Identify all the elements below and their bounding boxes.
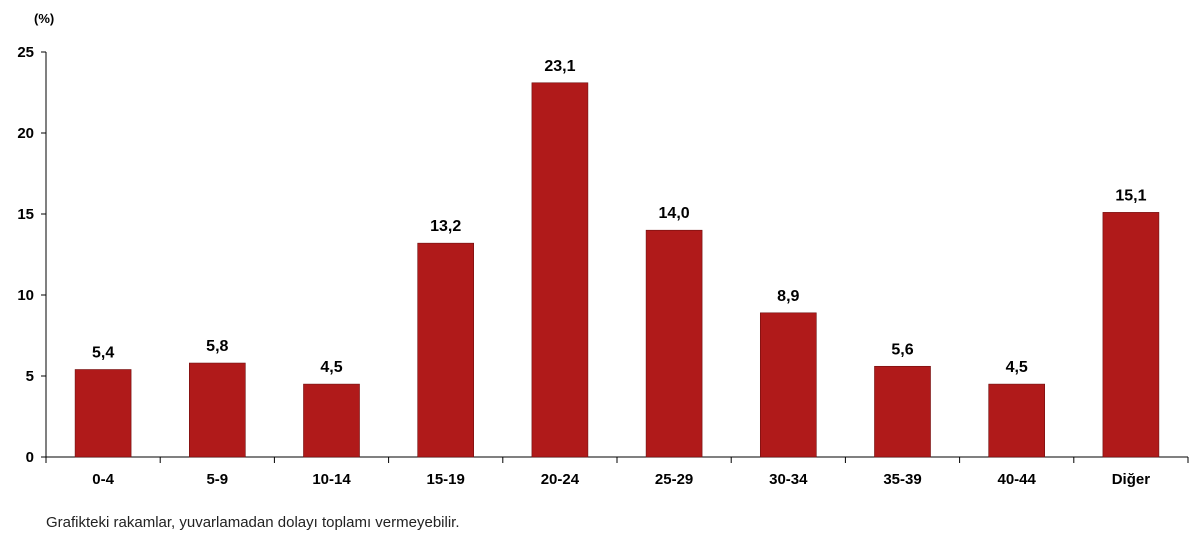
x-tick-label: 5-9 bbox=[206, 471, 228, 488]
data-label: 15,1 bbox=[1115, 187, 1146, 204]
x-tick-label: Diğer bbox=[1112, 471, 1151, 488]
x-tick-label: 20-24 bbox=[541, 471, 580, 488]
bar bbox=[988, 383, 1046, 458]
y-tick-label: 20 bbox=[17, 125, 34, 142]
bar bbox=[531, 82, 589, 458]
footnote: Grafikteki rakamlar, yuvarlamadan dolayı… bbox=[46, 514, 460, 531]
y-tick-label: 5 bbox=[26, 368, 34, 385]
y-tick-label: 0 bbox=[26, 449, 34, 466]
bar bbox=[303, 383, 360, 458]
x-tick-label: 40-44 bbox=[998, 471, 1037, 488]
data-label: 4,5 bbox=[320, 359, 342, 376]
bar bbox=[759, 312, 817, 458]
data-labels: 5,4 5,8 4,5 13,2 23,1 14,0 8,9 5,6 4,5 15,1 bbox=[92, 58, 1147, 376]
bar bbox=[74, 369, 132, 458]
data-label: 5,8 bbox=[206, 338, 228, 355]
data-label: 5,6 bbox=[891, 341, 913, 358]
data-label: 5,4 bbox=[92, 345, 114, 362]
bar bbox=[645, 229, 703, 458]
bar bbox=[417, 242, 475, 458]
y-tick-label: 25 bbox=[17, 44, 34, 61]
y-axis: 0 5 10 15 20 25 bbox=[17, 44, 47, 466]
x-tick-label: 25-29 bbox=[655, 471, 693, 488]
bar bbox=[1102, 212, 1160, 458]
data-label: 4,5 bbox=[1006, 359, 1028, 376]
x-tick-label: 10-14 bbox=[312, 471, 351, 488]
x-tick-label: 15-19 bbox=[427, 471, 465, 488]
y-axis-unit-label: (%) bbox=[34, 11, 54, 26]
bar bbox=[874, 365, 931, 458]
y-tick-label: 10 bbox=[17, 287, 34, 304]
y-tick-label: 15 bbox=[17, 206, 34, 223]
x-axis: 0-4 5-9 10-14 15-19 20-24 25-29 30-34 35-39 40-4… bbox=[45, 456, 1189, 488]
data-label: 8,9 bbox=[777, 288, 799, 305]
x-tick-label: 35-39 bbox=[883, 471, 921, 488]
bar bbox=[189, 362, 246, 458]
data-label: 23,1 bbox=[544, 58, 575, 75]
x-tick-label: 30-34 bbox=[769, 471, 808, 488]
bars bbox=[74, 82, 1160, 458]
x-tick-label: 0-4 bbox=[92, 471, 114, 488]
data-label: 14,0 bbox=[659, 205, 690, 222]
data-label: 13,2 bbox=[430, 218, 461, 235]
bar-chart: (%) 0 5 10 15 20 25 0-4 5-9 10-14 15-19 20-24 25-2… bbox=[17, 11, 1189, 488]
